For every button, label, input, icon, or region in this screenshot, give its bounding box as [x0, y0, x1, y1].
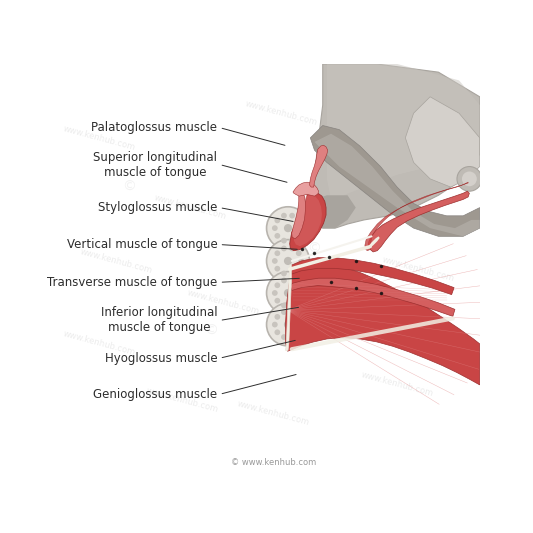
Circle shape — [296, 233, 302, 239]
Circle shape — [281, 334, 287, 340]
Circle shape — [298, 322, 304, 327]
Circle shape — [284, 257, 292, 265]
Circle shape — [284, 320, 292, 329]
Circle shape — [296, 217, 302, 223]
Circle shape — [284, 289, 292, 297]
Circle shape — [274, 298, 280, 304]
Circle shape — [274, 282, 280, 288]
Circle shape — [296, 282, 302, 288]
Polygon shape — [286, 265, 292, 350]
Text: www.kenhub.com: www.kenhub.com — [62, 124, 137, 152]
Circle shape — [296, 329, 302, 335]
Polygon shape — [290, 257, 454, 295]
Circle shape — [272, 290, 278, 296]
Circle shape — [281, 238, 287, 244]
Circle shape — [266, 207, 310, 249]
Circle shape — [274, 314, 280, 320]
Circle shape — [274, 217, 280, 223]
Polygon shape — [310, 145, 328, 187]
Polygon shape — [310, 195, 356, 228]
Polygon shape — [293, 182, 319, 196]
Circle shape — [272, 225, 278, 231]
Text: www.kenhub.com: www.kenhub.com — [244, 99, 319, 127]
Text: Styloglossus muscle: Styloglossus muscle — [98, 201, 217, 214]
Circle shape — [281, 278, 287, 284]
Text: ©: © — [122, 180, 135, 194]
Text: www.kenhub.com: www.kenhub.com — [319, 165, 393, 193]
Text: www.kenhub.com: www.kenhub.com — [187, 288, 261, 316]
Text: Hyoglossus muscle: Hyoglossus muscle — [105, 352, 217, 365]
Circle shape — [457, 166, 482, 191]
Circle shape — [274, 266, 280, 271]
Circle shape — [296, 314, 302, 320]
Circle shape — [272, 322, 278, 327]
Text: KEN
HUB: KEN HUB — [466, 484, 493, 506]
Text: Inferior longitudinal
muscle of tongue: Inferior longitudinal muscle of tongue — [101, 306, 217, 335]
Circle shape — [274, 329, 280, 335]
Circle shape — [281, 246, 287, 252]
Text: www.kenhub.com: www.kenhub.com — [286, 304, 360, 333]
Text: Transverse muscle of tongue: Transverse muscle of tongue — [47, 276, 217, 289]
Circle shape — [296, 251, 302, 256]
Circle shape — [289, 271, 295, 276]
Text: www.kenhub.com: www.kenhub.com — [79, 247, 154, 275]
Text: www.kenhub.com: www.kenhub.com — [154, 193, 228, 222]
Polygon shape — [310, 64, 480, 228]
Circle shape — [289, 303, 295, 308]
Polygon shape — [368, 191, 470, 252]
Circle shape — [272, 258, 278, 264]
Polygon shape — [310, 126, 480, 236]
Circle shape — [266, 272, 310, 314]
Circle shape — [296, 266, 302, 271]
Circle shape — [298, 258, 304, 264]
Polygon shape — [368, 236, 379, 248]
Polygon shape — [286, 263, 480, 385]
Polygon shape — [405, 97, 480, 187]
Text: www.kenhub.com: www.kenhub.com — [145, 386, 220, 415]
Polygon shape — [290, 192, 326, 251]
Text: © www.kenhub.com: © www.kenhub.com — [231, 458, 316, 467]
Circle shape — [289, 238, 295, 244]
Text: Palatoglossus muscle: Palatoglossus muscle — [91, 121, 217, 134]
Text: ©: © — [204, 324, 218, 338]
Circle shape — [296, 298, 302, 304]
Circle shape — [266, 303, 310, 346]
Polygon shape — [294, 195, 322, 246]
Circle shape — [266, 240, 310, 282]
Circle shape — [289, 213, 295, 219]
Circle shape — [289, 309, 295, 315]
Circle shape — [289, 246, 295, 252]
Text: www.kenhub.com: www.kenhub.com — [236, 399, 310, 427]
Circle shape — [298, 290, 304, 296]
Circle shape — [274, 251, 280, 256]
Text: Genioglossus muscle: Genioglossus muscle — [93, 388, 217, 401]
Circle shape — [274, 233, 280, 239]
Polygon shape — [327, 64, 480, 199]
Circle shape — [281, 213, 287, 219]
Circle shape — [298, 225, 304, 231]
Circle shape — [281, 271, 287, 276]
Text: www.kenhub.com: www.kenhub.com — [360, 370, 434, 398]
Text: www.kenhub.com: www.kenhub.com — [62, 329, 137, 357]
Circle shape — [284, 224, 292, 232]
Circle shape — [281, 303, 287, 308]
Text: ©: © — [308, 241, 321, 256]
Polygon shape — [365, 182, 468, 251]
Circle shape — [289, 278, 295, 284]
Text: Vertical muscle of tongue: Vertical muscle of tongue — [67, 238, 217, 251]
Text: www.kenhub.com: www.kenhub.com — [381, 255, 455, 283]
Circle shape — [462, 172, 477, 186]
Circle shape — [281, 309, 287, 315]
Circle shape — [289, 334, 295, 340]
Polygon shape — [314, 134, 480, 236]
Text: Superior longitudinal
muscle of tongue: Superior longitudinal muscle of tongue — [93, 150, 217, 179]
Polygon shape — [290, 278, 455, 317]
Polygon shape — [292, 195, 305, 239]
